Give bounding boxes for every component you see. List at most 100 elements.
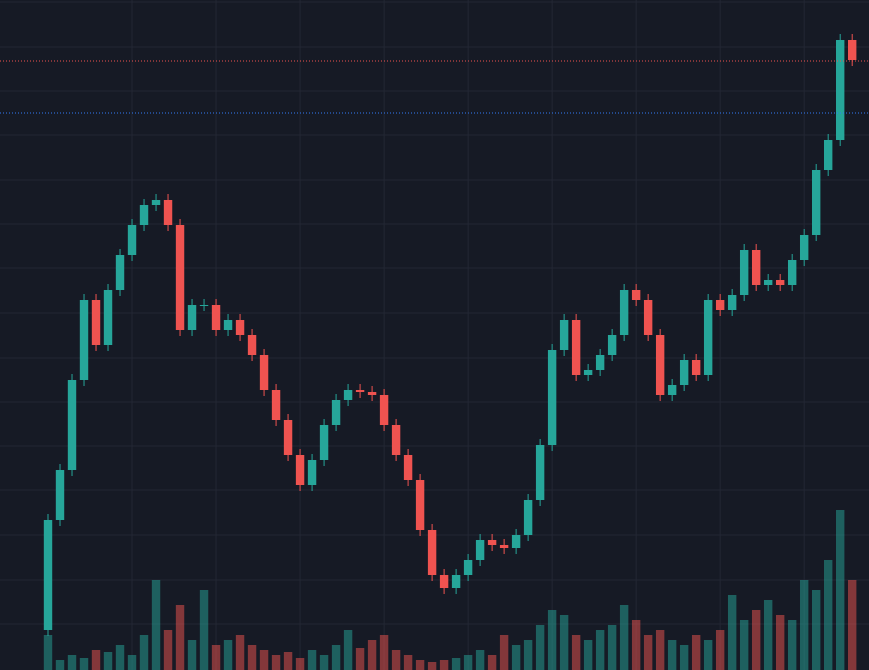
volume-bar [487,655,497,670]
volume-bar [367,640,377,670]
candle-body [187,305,197,330]
candle-body [499,545,509,548]
volume-bar [223,640,233,670]
candle-body [91,300,101,345]
volume-bar [163,630,173,670]
volume-bar [847,580,857,670]
candle-body [391,425,401,455]
volume-bar [319,655,329,670]
volume-bar [583,640,593,670]
volume-bar [715,630,725,670]
volume-bar [79,658,89,670]
candle-body [451,575,461,588]
volume-bar [475,650,485,670]
volume-bar [175,605,185,670]
candle-body [487,540,497,545]
candle-body [559,320,569,350]
candle-body [835,40,845,140]
volume-bar [379,635,389,670]
candle-body [463,560,473,575]
volume-bar [595,630,605,670]
candle-body [247,335,257,355]
volume-bar [619,605,629,670]
candle-body [127,225,137,255]
candle-body [523,500,533,535]
candle-body [175,225,185,330]
candle-body [715,300,725,310]
candle-body [679,360,689,385]
volume-bar [91,650,101,670]
candle-body [199,305,209,306]
candle-body [235,320,245,335]
volume-bar [235,635,245,670]
candle-body [511,535,521,548]
volume-bar [343,630,353,670]
volume-bar [451,658,461,670]
candle-body [703,300,713,375]
volume-bar [355,648,365,670]
volume-bar [511,645,521,670]
candle-body [67,380,77,470]
candle-body [787,260,797,285]
candle-body [643,300,653,335]
volume-bar [199,590,209,670]
candle-body [331,400,341,425]
volume-bar [259,650,269,670]
candle-body [115,255,125,290]
candle-body [355,390,365,392]
volume-bar [499,635,509,670]
candle-body [151,200,161,205]
candle-body [847,40,857,60]
volume-bar [271,655,281,670]
candle-body [571,320,581,375]
volume-bar [787,620,797,670]
volume-bar [103,652,113,670]
candle-body [271,390,281,420]
candle-body [751,250,761,285]
volume-bar [127,655,137,670]
volume-bar [739,620,749,670]
volume-bar [415,660,425,670]
volume-bar [667,640,677,670]
volume-bar [463,655,473,670]
candle-body [655,335,665,395]
volume-bar [187,640,197,670]
volume-bar [571,635,581,670]
candle-body [775,280,785,285]
volume-bar [655,630,665,670]
candle-body [211,305,221,330]
volume-bar [547,610,557,670]
candle-body [415,480,425,530]
candle-body [55,470,65,520]
candle-body [427,530,437,575]
candle-body [631,290,641,300]
volume-bar [727,595,737,670]
candle-body [619,290,629,335]
volume-bar [391,650,401,670]
volume-bar [607,625,617,670]
candle-body [79,300,89,380]
volume-bar [427,662,437,670]
candle-body [439,575,449,588]
volume-bar [211,645,221,670]
candle-body [607,335,617,355]
volume-bar [643,635,653,670]
volume-bar [283,652,293,670]
volume-bar [691,635,701,670]
candle-body [343,390,353,400]
candle-body [727,295,737,310]
volume-bar [439,660,449,670]
volume-bar [403,655,413,670]
candle-body [139,205,149,225]
candle-body [535,445,545,500]
volume-bar [763,600,773,670]
volume-bar [307,650,317,670]
volume-bar [799,580,809,670]
candle-body [763,280,773,285]
candle-body [283,420,293,455]
candle-body [691,360,701,375]
volume-bar [151,580,161,670]
candle-body [223,320,233,330]
volume-bar [523,640,533,670]
